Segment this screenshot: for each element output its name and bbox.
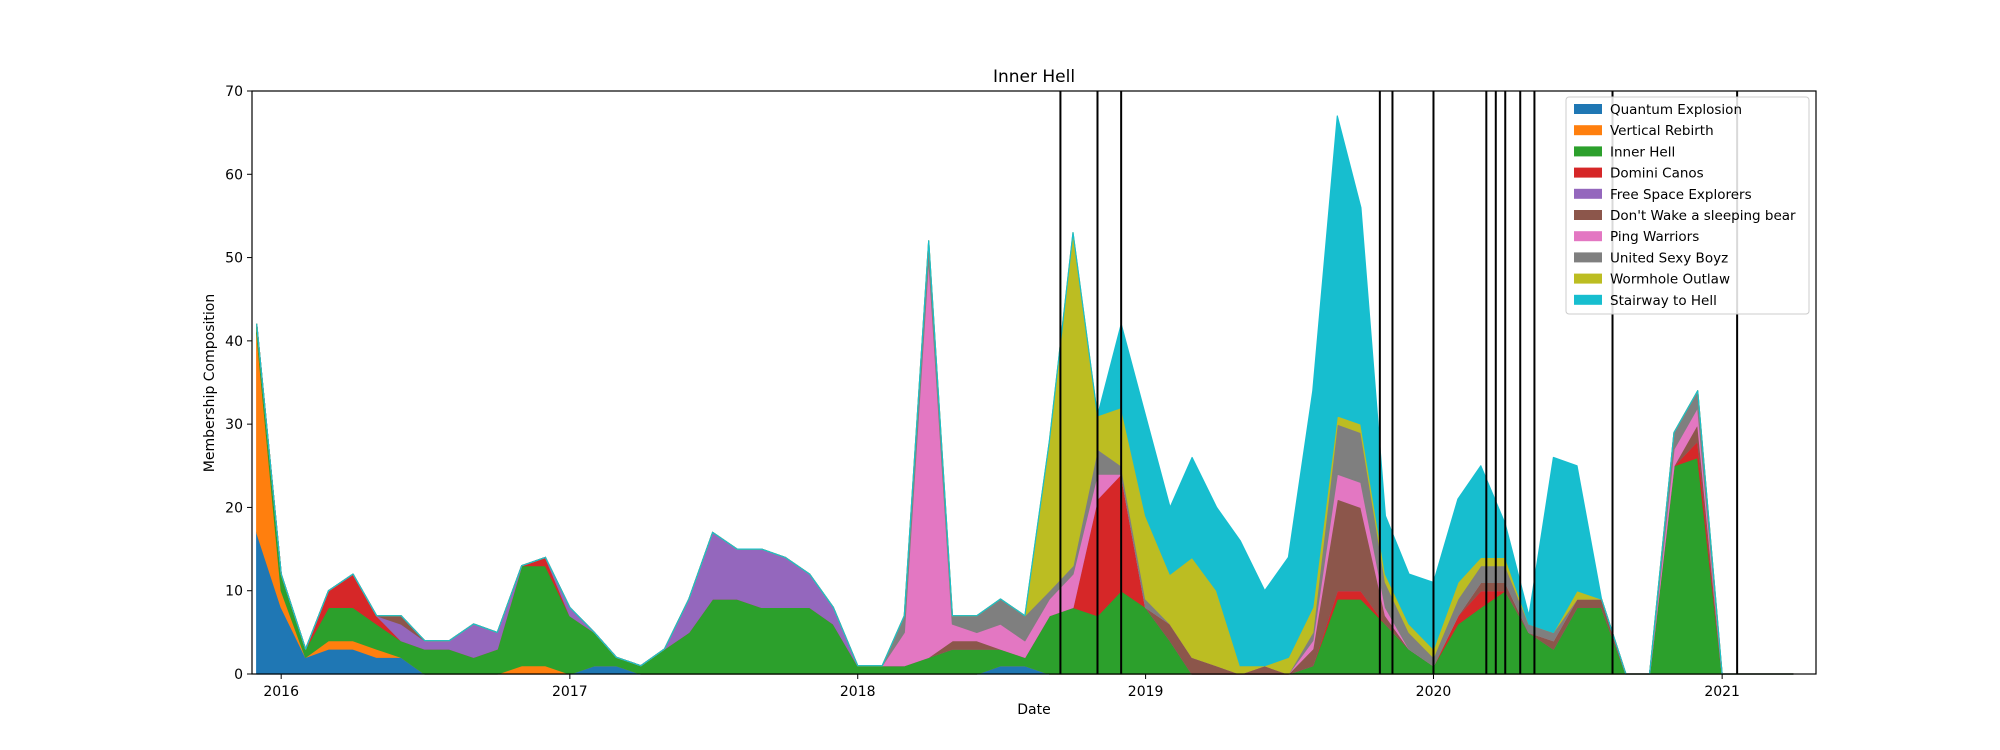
- y-tick-label: 0: [234, 667, 243, 683]
- plot-frame: [251, 90, 1817, 675]
- x-tick-label: 2019: [1128, 684, 1164, 700]
- y-tick-label: 30: [225, 417, 243, 433]
- legend-swatch: [1574, 252, 1602, 263]
- x-tick-label: 2017: [552, 684, 588, 700]
- legend-entry: Don't Wake a sleeping bear: [1610, 208, 1796, 224]
- legend-entry: Quantum Explosion: [1610, 102, 1742, 118]
- y-tick-label: 70: [225, 84, 243, 100]
- legend-entry: Ping Warriors: [1610, 229, 1699, 245]
- y-axis-ticks: 0 10 20 30 40 50 60 70: [225, 84, 252, 683]
- y-tick-label: 60: [225, 167, 243, 183]
- legend-swatch: [1574, 167, 1602, 178]
- legend-swatch: [1574, 273, 1602, 284]
- legend: Quantum Explosion Vertical Rebirth Inner H…: [1565, 96, 1810, 315]
- x-tick-label: 2016: [263, 684, 299, 700]
- legend-swatch: [1574, 210, 1602, 220]
- x-axis-ticks: 2016 2017 2018 2019 2020 2021: [263, 674, 1740, 700]
- legend-box: [1565, 96, 1810, 315]
- y-tick-label: 40: [225, 334, 243, 350]
- x-axis-label: Date: [1017, 702, 1050, 718]
- legend-entry: Wormhole Outlaw: [1610, 272, 1730, 288]
- x-tick-label: 2020: [1416, 684, 1452, 700]
- legend-swatch: [1574, 231, 1602, 242]
- legend-entry: United Sexy Boyz: [1610, 250, 1728, 266]
- x-tick-label: 2021: [1704, 684, 1740, 700]
- y-tick-label: 20: [225, 500, 243, 516]
- legend-entry: Vertical Rebirth: [1610, 123, 1714, 139]
- legend-swatch: [1574, 146, 1602, 157]
- area-stairway-to-hell: [256, 115, 1794, 675]
- legend-swatch: [1574, 125, 1602, 136]
- area-layers: [256, 115, 1794, 675]
- legend-entry: Free Space Explorers: [1610, 187, 1752, 203]
- legend-swatch: [1574, 104, 1602, 114]
- y-axis-label: Membership Composition: [202, 294, 218, 472]
- legend-entry: Inner Hell: [1610, 144, 1675, 160]
- event-lines: [1059, 91, 1739, 674]
- legend-swatch: [1574, 294, 1602, 305]
- x-tick-label: 2018: [840, 684, 876, 700]
- chart-title: Inner Hell: [993, 67, 1075, 87]
- y-tick-label: 10: [225, 584, 243, 600]
- legend-entry: Domini Canos: [1610, 166, 1704, 182]
- legend-entry: Stairway to Hell: [1610, 293, 1717, 309]
- y-tick-label: 50: [225, 251, 243, 267]
- legend-swatch: [1574, 188, 1602, 199]
